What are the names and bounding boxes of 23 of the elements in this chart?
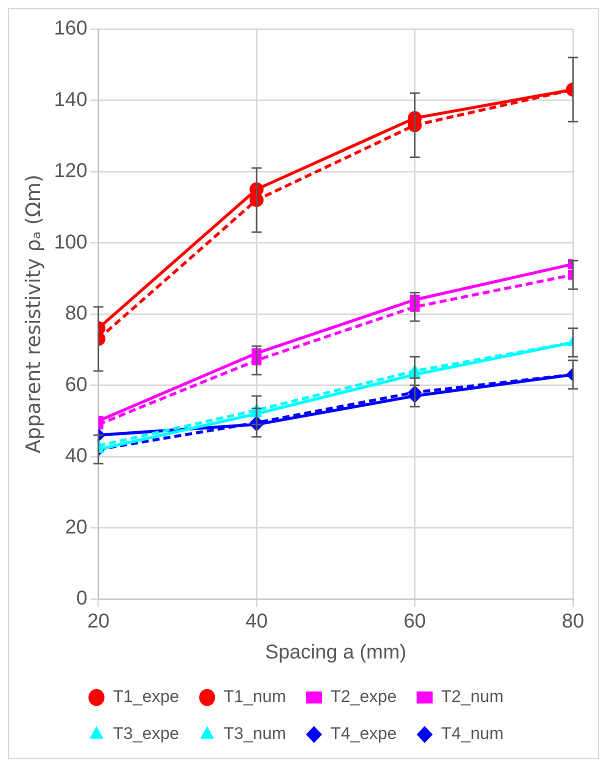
legend-label: T2_num: [441, 687, 504, 706]
x-tick-label: 60: [404, 610, 426, 633]
y-axis-title: Apparent resistivity ρₐ (Ωm): [21, 174, 46, 454]
legend-label: T4_expe: [330, 724, 397, 744]
y-tick-label: 0: [76, 588, 88, 610]
y-tick-label: 140: [54, 88, 88, 111]
y-tick-label: 80: [65, 302, 88, 325]
legend-label: T4_num: [441, 724, 504, 744]
legend-label: T3_num: [224, 724, 286, 744]
y-tick-label: 60: [65, 374, 88, 396]
y-tick-label: 100: [54, 231, 88, 254]
legend-label: T2_expe: [330, 687, 397, 706]
x-axis-title: Spacing a (mm): [265, 642, 406, 664]
x-tick-label: 20: [87, 610, 110, 633]
y-tick-label: 20: [65, 516, 88, 538]
x-tick-label: 80: [562, 610, 584, 633]
y-tick-label: 120: [54, 160, 88, 182]
y-tick-label: 40: [65, 445, 88, 468]
legend-label: T3_expe: [112, 724, 180, 744]
legend-label: T1_num: [224, 687, 286, 706]
y-tick-label: 160: [54, 18, 88, 40]
x-tick-label: 40: [245, 610, 268, 633]
legend-label: T1_expe: [112, 687, 180, 706]
